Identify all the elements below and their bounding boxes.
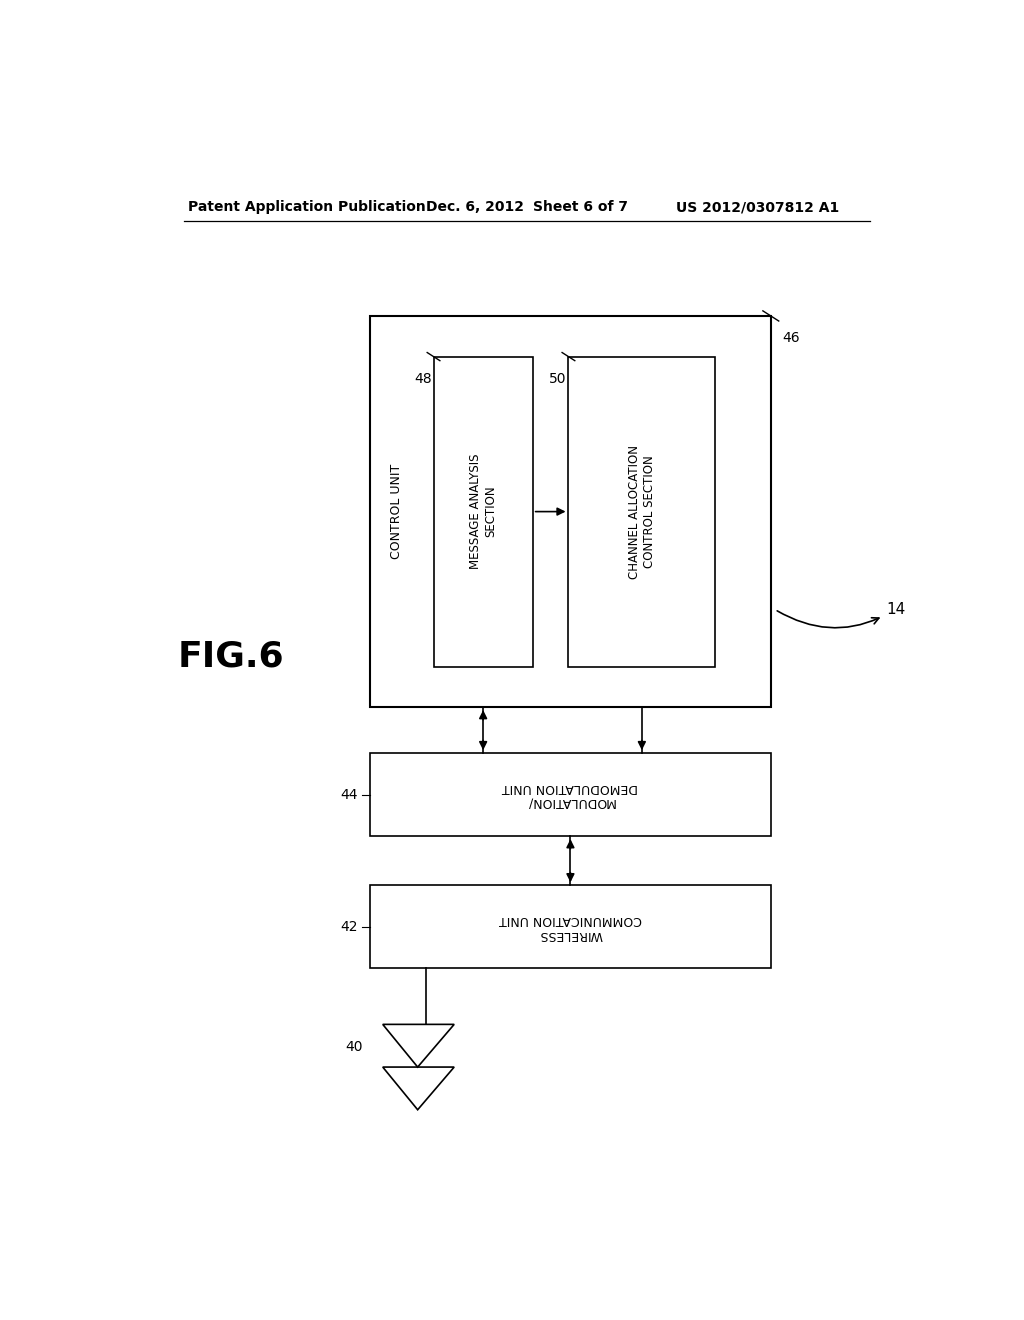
Text: 40: 40: [345, 1040, 362, 1053]
Text: US 2012/0307812 A1: US 2012/0307812 A1: [676, 201, 839, 214]
Text: 44: 44: [341, 788, 358, 801]
Bar: [370, 752, 771, 837]
Text: 46: 46: [782, 331, 801, 346]
Text: 50: 50: [550, 372, 567, 385]
Text: 48: 48: [415, 372, 432, 385]
Bar: [370, 315, 771, 708]
Text: Sheet 6 of 7: Sheet 6 of 7: [532, 201, 628, 214]
Text: MESSAGE ANALYSIS
SECTION: MESSAGE ANALYSIS SECTION: [469, 454, 497, 569]
Bar: [433, 356, 532, 667]
Text: Dec. 6, 2012: Dec. 6, 2012: [426, 201, 523, 214]
Bar: [568, 356, 715, 667]
Text: CHANNEL ALLOCATION
CONTROL SECTION: CHANNEL ALLOCATION CONTROL SECTION: [628, 445, 655, 578]
Text: FIG.6: FIG.6: [178, 639, 285, 673]
Text: CONTROL UNIT: CONTROL UNIT: [390, 463, 402, 560]
Text: 42: 42: [341, 920, 358, 933]
Text: WIRELESS
COMMUNICATION UNIT: WIRELESS COMMUNICATION UNIT: [499, 913, 642, 941]
Text: Patent Application Publication: Patent Application Publication: [187, 201, 425, 214]
Text: MODULATION/
DEMODULATION UNIT: MODULATION/ DEMODULATION UNIT: [503, 780, 639, 809]
Text: 14: 14: [777, 602, 905, 628]
Bar: [370, 886, 771, 969]
